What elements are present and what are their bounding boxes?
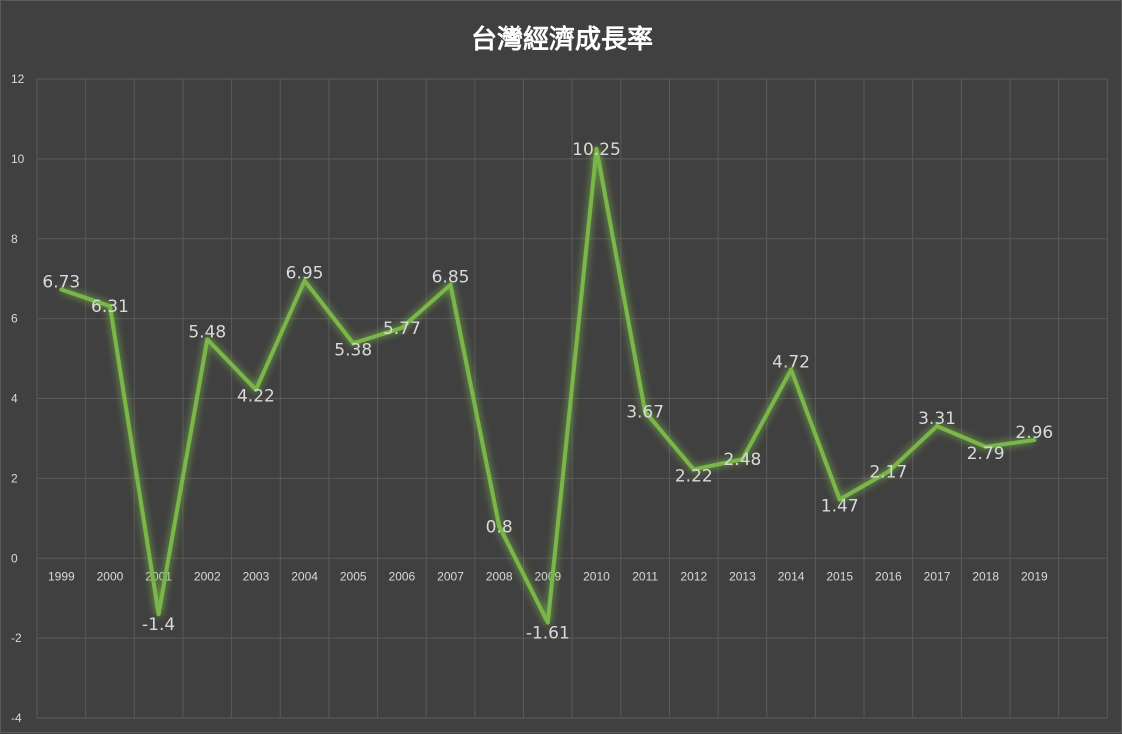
x-tick-label: 2004 [291, 569, 318, 583]
x-tick-label: 2001 [145, 569, 172, 583]
data-point [107, 304, 112, 309]
data-label: 2.17 [869, 463, 907, 483]
data-point [789, 367, 794, 372]
data-label: 3.31 [918, 409, 956, 429]
data-label: 2.96 [1015, 423, 1053, 443]
data-label: 6.85 [432, 268, 470, 288]
data-point [983, 444, 988, 449]
x-tick-label: 2016 [875, 569, 902, 583]
data-label: 6.95 [286, 264, 324, 284]
chart-title: 台灣經濟成長率 [470, 25, 653, 55]
y-tick-label: 6 [11, 312, 18, 326]
x-tick-label: 2013 [729, 569, 756, 583]
data-point [837, 497, 842, 502]
x-tick-label: 2011 [632, 569, 658, 583]
x-tick-label: 2008 [486, 569, 513, 583]
data-point [448, 282, 453, 287]
x-tick-label: 2003 [243, 569, 270, 583]
data-label: 6.73 [42, 272, 80, 292]
data-label: 2.22 [675, 467, 713, 487]
x-tick-label: 2007 [437, 569, 464, 583]
data-label: -1.61 [526, 624, 570, 644]
data-point [156, 612, 161, 617]
x-tick-label: 2012 [680, 569, 707, 583]
data-label: 6.31 [91, 297, 129, 317]
x-tick-label: 2000 [97, 569, 124, 583]
data-point [594, 146, 599, 151]
y-tick-label: -2 [11, 631, 22, 645]
data-point [691, 467, 696, 472]
y-tick-label: 4 [11, 392, 18, 406]
x-tick-label: 2002 [194, 569, 221, 583]
data-label: 10.25 [572, 140, 621, 160]
data-label: 5.38 [334, 340, 372, 360]
data-label: 4.22 [237, 387, 275, 407]
y-tick-label: -4 [11, 711, 22, 725]
data-label: 4.72 [772, 353, 810, 373]
x-tick-label: 2015 [826, 569, 853, 583]
x-tick-label: 2006 [389, 569, 416, 583]
x-tick-label: 2005 [340, 569, 367, 583]
data-point [302, 278, 307, 283]
data-point [205, 337, 210, 342]
y-tick-label: 2 [11, 471, 18, 485]
x-tick-label: 2017 [924, 569, 951, 583]
data-point [59, 287, 64, 292]
data-point [643, 409, 648, 414]
data-label: 2.48 [723, 450, 761, 470]
y-tick-label: 12 [11, 72, 25, 86]
x-tick-label: 2010 [583, 569, 610, 583]
data-point [886, 469, 891, 474]
x-tick-label: 2014 [778, 569, 805, 583]
data-label: 0.8 [486, 517, 513, 537]
data-label: 5.77 [383, 319, 421, 339]
data-label: -1.4 [142, 615, 175, 635]
y-tick-label: 10 [11, 152, 25, 166]
data-point [1032, 438, 1037, 443]
data-label: 5.48 [188, 322, 226, 342]
x-tick-label: 1999 [48, 569, 75, 583]
data-point [351, 341, 356, 346]
x-tick-label: 2018 [972, 569, 999, 583]
data-point [253, 387, 258, 392]
x-tick-label: 2019 [1021, 569, 1048, 583]
x-tick-label: 2009 [534, 569, 561, 583]
y-tick-label: 0 [11, 551, 18, 565]
data-point [935, 424, 940, 429]
data-label: 1.47 [821, 497, 859, 517]
series-line [60, 146, 1035, 625]
data-label: 3.67 [626, 403, 664, 423]
data-point [497, 524, 502, 529]
data-point [399, 325, 404, 330]
data-point [740, 457, 745, 462]
y-tick-label: 8 [11, 232, 18, 246]
data-point [545, 620, 550, 625]
data-label: 2.79 [967, 444, 1005, 464]
